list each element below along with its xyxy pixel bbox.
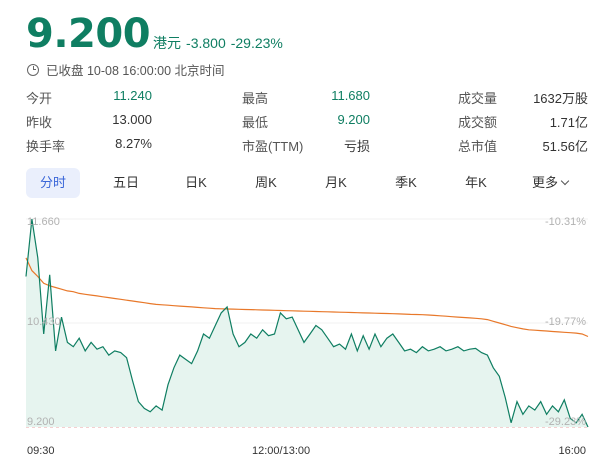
clock-icon [27,63,39,76]
stats-row: 今开 11.240 最高 11.680 成交量 1632万股 [26,84,588,108]
price-change: -3.800 [186,35,226,51]
period-tabs: 分时 五日 日K 周K 月K 季K 年K 更多 [26,168,588,198]
volume-value: 1632万股 [533,91,588,106]
tab-monthly-k[interactable]: 月K [325,175,347,190]
high-label: 最高 [242,91,269,106]
pe-value: 亏损 [343,139,370,154]
tab-five-day[interactable]: 五日 [112,175,139,190]
tab-yearly-k[interactable]: 年K [465,175,487,190]
intraday-chart-svg [25,218,589,428]
open-label: 今开 [26,91,53,106]
tab-intraday[interactable]: 分时 [26,168,80,198]
high-value: 11.680 [331,88,370,103]
y-right-tick-top: -10.31% [545,216,586,228]
average-price-line [25,257,589,338]
low-value: 9.200 [337,112,370,127]
tab-more-label: 更多 [531,175,558,190]
tab-daily-k[interactable]: 日K [185,175,207,190]
market-status-text: 已收盘 10-08 16:00:00 北京时间 [46,64,225,78]
tab-quarterly-k[interactable]: 季K [395,175,417,190]
low-label: 最低 [242,115,269,130]
y-left-tick-bottom: 9.200 [27,416,55,428]
x-tick-open: 09:30 [27,445,55,457]
volume-label: 成交量 [458,91,498,106]
turnover-rate-value: 8.27% [115,136,152,151]
tab-weekly-k[interactable]: 周K [255,175,277,190]
pe-label: 市盈(TTM) [242,139,304,154]
market-cap-value: 51.56亿 [542,139,588,154]
market-status: 已收盘 10-08 16:00:00 北京时间 [27,60,225,79]
tab-more[interactable]: 更多 [522,168,578,198]
currency-label: 港元 [153,35,182,51]
x-tick-midday: 12:00/13:00 [252,445,311,457]
chevron-down-icon [560,176,570,186]
prev-close-value: 13.000 [112,112,152,127]
prev-close-label: 昨收 [26,115,53,130]
x-tick-close: 16:00 [558,445,586,457]
quote-stats: 今开 11.240 最高 11.680 成交量 1632万股 昨收 13.000… [26,84,588,156]
last-price: 9.200 [26,11,151,57]
stats-row: 换手率 8.27% 市盈(TTM) 亏损 总市值 51.56亿 [26,132,588,156]
y-left-tick-top: 11.660 [27,216,60,228]
intraday-chart[interactable]: 11.660 10.430 9.200 -10.31% -19.77% -29.… [0,206,599,469]
quote-header: 9.200 港元 -3.800 -29.23% [26,10,288,56]
turnover-value: 1.71亿 [549,115,588,130]
market-cap-label: 总市值 [458,139,498,154]
open-value: 11.240 [113,88,152,103]
y-right-tick-bottom: -29.23% [545,416,586,428]
turnover-label: 成交额 [458,115,498,130]
stats-row: 昨收 13.000 最低 9.200 成交额 1.71亿 [26,108,588,132]
price-change-percent: -29.23% [230,35,283,51]
y-right-tick-middle: -19.77% [545,316,586,328]
price-line [25,218,589,428]
price-area-fill [26,219,588,427]
y-left-tick-middle: 10.430 [27,316,61,328]
turnover-rate-label: 换手率 [26,139,66,154]
price-change-group: 港元 -3.800 -29.23% [153,33,288,53]
